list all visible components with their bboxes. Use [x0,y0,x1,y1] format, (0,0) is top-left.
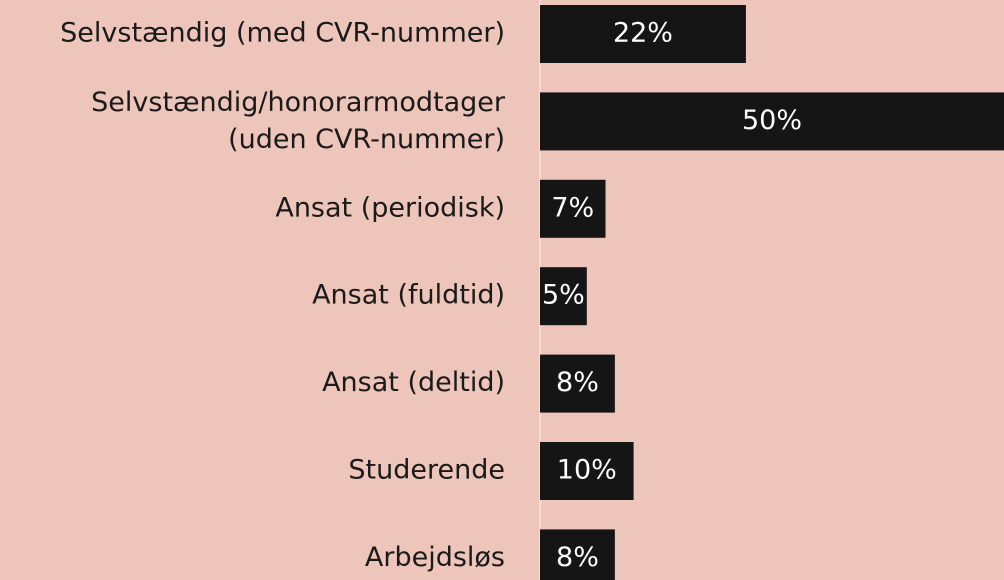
value-label: 8% [556,367,599,398]
bar [540,267,587,326]
category-label: Ansat (deltid) [322,367,505,398]
value-label: 7% [551,192,594,223]
value-label: 22% [613,18,673,49]
category-label: Ansat (periodisk) [275,192,505,223]
value-label: 5% [542,280,585,311]
bar [540,529,615,580]
category-label: Studerende [348,455,505,486]
category-label: Selvstændig/honorarmodtager (uden CVR-num… [91,86,506,154]
bar [540,442,634,500]
category-label: Selvstændig (med CVR-nummer) [60,18,505,49]
bar [540,5,746,63]
bar [540,179,606,238]
value-label: 8% [556,542,599,573]
bar [540,354,615,413]
value-label: 10% [557,455,617,486]
category-label-line: Selvstændig/honorarmodtager [91,86,506,117]
category-label: Ansat (fuldtid) [312,280,505,311]
value-label: 50% [742,105,802,136]
bar [540,92,1004,151]
category-label-line: (uden CVR-nummer) [228,123,505,154]
category-label: Arbejdsløs [365,542,505,573]
